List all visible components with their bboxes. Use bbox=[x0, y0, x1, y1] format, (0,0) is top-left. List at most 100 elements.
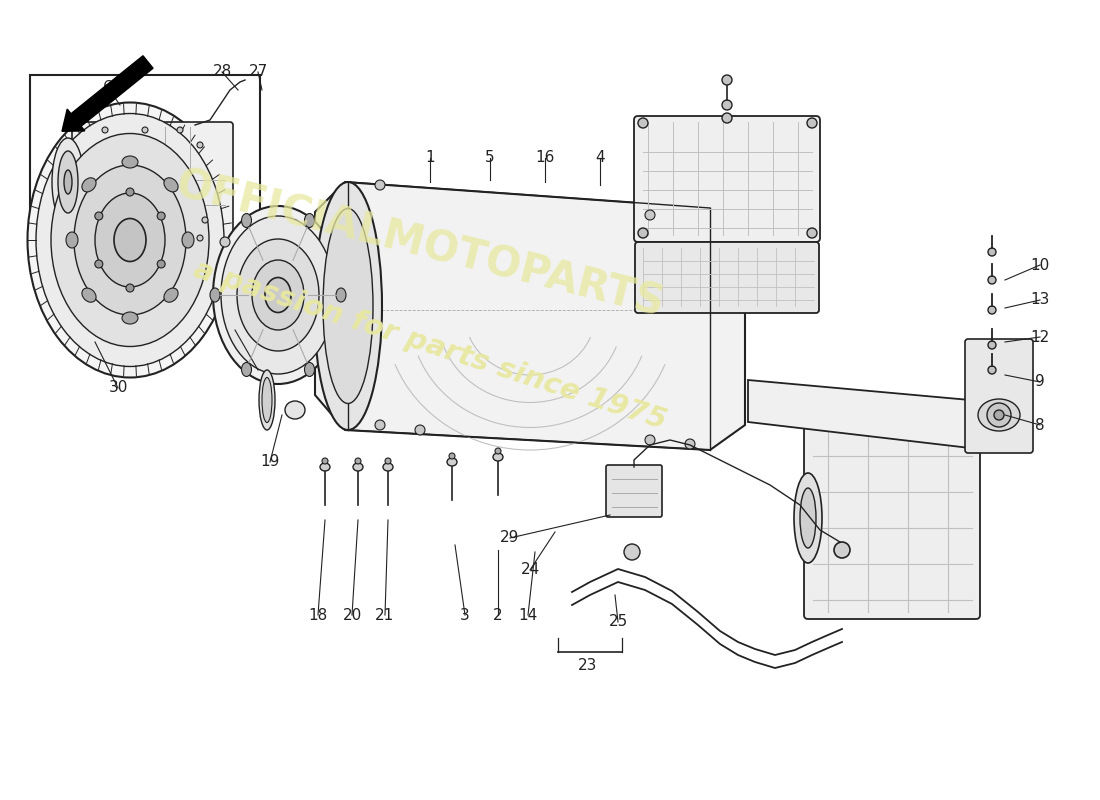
Circle shape bbox=[988, 306, 996, 314]
Text: 19: 19 bbox=[261, 454, 279, 470]
FancyBboxPatch shape bbox=[635, 242, 820, 313]
Ellipse shape bbox=[320, 463, 330, 471]
Text: 6: 6 bbox=[103, 81, 113, 95]
Circle shape bbox=[807, 228, 817, 238]
Ellipse shape bbox=[64, 170, 72, 194]
Circle shape bbox=[685, 439, 695, 449]
Text: 23: 23 bbox=[579, 658, 597, 673]
Ellipse shape bbox=[800, 488, 816, 548]
Ellipse shape bbox=[305, 214, 315, 227]
Text: 10: 10 bbox=[1031, 258, 1049, 273]
Polygon shape bbox=[315, 182, 745, 450]
Text: 27: 27 bbox=[249, 65, 267, 79]
Ellipse shape bbox=[323, 209, 373, 403]
Text: 18: 18 bbox=[308, 607, 328, 622]
Circle shape bbox=[722, 100, 732, 110]
Ellipse shape bbox=[51, 134, 209, 346]
Text: OFFICIALMOTOPARTS: OFFICIALMOTOPARTS bbox=[172, 164, 669, 326]
Ellipse shape bbox=[164, 178, 178, 192]
Ellipse shape bbox=[164, 288, 178, 302]
Ellipse shape bbox=[182, 232, 194, 248]
Circle shape bbox=[95, 212, 102, 220]
Circle shape bbox=[385, 458, 390, 464]
Circle shape bbox=[157, 260, 165, 268]
Text: 21: 21 bbox=[375, 607, 395, 622]
Ellipse shape bbox=[242, 362, 252, 377]
Text: 30: 30 bbox=[108, 381, 128, 395]
Ellipse shape bbox=[58, 151, 78, 213]
Ellipse shape bbox=[74, 165, 186, 315]
Ellipse shape bbox=[52, 138, 84, 226]
Ellipse shape bbox=[81, 288, 96, 302]
Circle shape bbox=[449, 453, 455, 459]
Circle shape bbox=[102, 127, 108, 133]
Circle shape bbox=[495, 448, 500, 454]
Circle shape bbox=[126, 188, 134, 196]
Circle shape bbox=[126, 284, 134, 292]
Circle shape bbox=[638, 118, 648, 128]
Ellipse shape bbox=[978, 399, 1020, 431]
Ellipse shape bbox=[262, 378, 272, 422]
Text: 24: 24 bbox=[520, 562, 540, 578]
Circle shape bbox=[994, 410, 1004, 420]
Text: 25: 25 bbox=[608, 614, 628, 630]
Circle shape bbox=[142, 127, 148, 133]
Ellipse shape bbox=[95, 193, 165, 287]
Text: 9: 9 bbox=[1035, 374, 1045, 390]
Ellipse shape bbox=[114, 218, 146, 262]
Ellipse shape bbox=[447, 458, 456, 466]
Ellipse shape bbox=[383, 463, 393, 471]
Circle shape bbox=[177, 127, 183, 133]
Ellipse shape bbox=[285, 401, 305, 419]
Text: 28: 28 bbox=[212, 65, 232, 79]
Ellipse shape bbox=[213, 206, 343, 384]
Ellipse shape bbox=[122, 312, 138, 324]
Ellipse shape bbox=[314, 182, 382, 430]
Ellipse shape bbox=[236, 239, 319, 351]
Circle shape bbox=[645, 210, 654, 220]
Circle shape bbox=[988, 248, 996, 256]
Text: 1: 1 bbox=[426, 150, 434, 166]
Text: 29: 29 bbox=[500, 530, 519, 546]
Ellipse shape bbox=[252, 260, 304, 330]
Ellipse shape bbox=[305, 362, 315, 377]
Circle shape bbox=[988, 366, 996, 374]
Circle shape bbox=[157, 212, 165, 220]
Circle shape bbox=[95, 260, 102, 268]
Ellipse shape bbox=[794, 473, 822, 563]
Ellipse shape bbox=[36, 114, 224, 366]
Text: 2: 2 bbox=[493, 607, 503, 622]
Ellipse shape bbox=[353, 463, 363, 471]
Circle shape bbox=[638, 228, 648, 238]
Circle shape bbox=[722, 75, 732, 85]
Text: 14: 14 bbox=[518, 607, 538, 622]
FancyBboxPatch shape bbox=[72, 122, 233, 243]
FancyBboxPatch shape bbox=[634, 116, 820, 242]
Ellipse shape bbox=[258, 370, 275, 430]
Text: 17: 17 bbox=[226, 322, 244, 338]
Text: 13: 13 bbox=[1031, 293, 1049, 307]
Ellipse shape bbox=[242, 214, 252, 227]
Text: 8: 8 bbox=[1035, 418, 1045, 433]
Circle shape bbox=[722, 113, 732, 123]
Circle shape bbox=[415, 425, 425, 435]
Text: a passion for parts since 1975: a passion for parts since 1975 bbox=[190, 255, 670, 435]
Text: 5: 5 bbox=[485, 150, 495, 166]
Text: 4: 4 bbox=[595, 150, 605, 166]
Text: 3: 3 bbox=[460, 607, 470, 622]
Circle shape bbox=[807, 118, 817, 128]
Text: 20: 20 bbox=[342, 607, 362, 622]
Ellipse shape bbox=[210, 288, 220, 302]
Circle shape bbox=[988, 341, 996, 349]
Circle shape bbox=[987, 403, 1011, 427]
Ellipse shape bbox=[66, 232, 78, 248]
Circle shape bbox=[645, 435, 654, 445]
FancyArrow shape bbox=[62, 56, 153, 131]
Ellipse shape bbox=[221, 216, 336, 374]
Ellipse shape bbox=[336, 288, 346, 302]
Circle shape bbox=[202, 217, 208, 223]
Circle shape bbox=[834, 542, 850, 558]
FancyBboxPatch shape bbox=[804, 416, 980, 619]
Text: 12: 12 bbox=[1031, 330, 1049, 345]
Ellipse shape bbox=[265, 278, 292, 313]
